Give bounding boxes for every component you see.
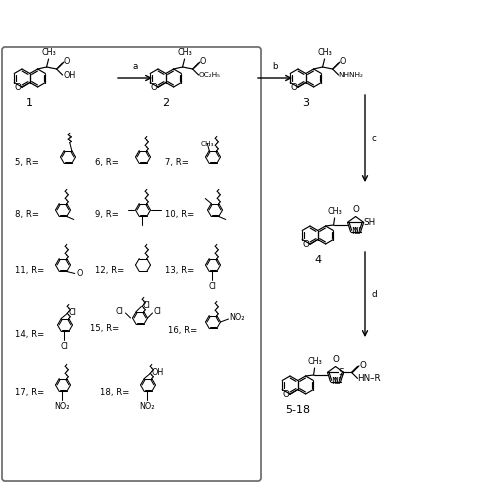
Text: Cl: Cl xyxy=(116,308,123,316)
Text: 8, R=: 8, R= xyxy=(15,210,39,220)
Text: Cl: Cl xyxy=(68,308,76,317)
Text: NO₂: NO₂ xyxy=(140,402,155,411)
Text: O: O xyxy=(290,83,297,92)
Text: 10, R=: 10, R= xyxy=(165,210,194,220)
Text: 9, R=: 9, R= xyxy=(95,210,119,220)
Text: CH₃: CH₃ xyxy=(307,357,322,366)
Text: NHNH₂: NHNH₂ xyxy=(338,72,364,78)
Text: 16, R=: 16, R= xyxy=(168,326,197,334)
Text: O: O xyxy=(200,58,206,66)
Text: b: b xyxy=(272,62,278,71)
Text: OC₂H₅: OC₂H₅ xyxy=(199,72,220,78)
Text: HN–R: HN–R xyxy=(358,374,381,383)
Text: a: a xyxy=(132,62,138,71)
Text: 5-18: 5-18 xyxy=(285,405,310,415)
Text: 13, R=: 13, R= xyxy=(165,266,194,274)
Text: O: O xyxy=(332,356,339,364)
Text: OH: OH xyxy=(63,70,76,80)
Text: O: O xyxy=(339,58,346,66)
Text: Cl: Cl xyxy=(208,282,216,292)
Text: CH₃: CH₃ xyxy=(41,48,56,57)
Text: Cl: Cl xyxy=(154,308,161,316)
Text: 5, R=: 5, R= xyxy=(15,158,39,166)
Text: c: c xyxy=(371,134,376,143)
Text: O: O xyxy=(151,83,157,92)
Text: 2: 2 xyxy=(162,98,169,108)
Text: CH₃: CH₃ xyxy=(327,207,342,216)
Text: 6, R=: 6, R= xyxy=(95,158,119,166)
Text: O: O xyxy=(360,361,367,370)
Text: 3: 3 xyxy=(302,98,309,108)
Text: CH₃: CH₃ xyxy=(317,48,332,57)
Text: SH: SH xyxy=(364,218,376,227)
Text: CH₃: CH₃ xyxy=(177,48,192,57)
Text: O: O xyxy=(303,240,309,249)
Text: NO₂: NO₂ xyxy=(55,402,70,411)
Text: N: N xyxy=(332,378,338,386)
Text: N: N xyxy=(352,228,358,236)
Text: CH₃: CH₃ xyxy=(201,140,214,146)
Text: Cl: Cl xyxy=(61,342,68,351)
Text: d: d xyxy=(371,290,376,299)
Text: O: O xyxy=(77,269,83,278)
Text: 4: 4 xyxy=(314,255,321,265)
Text: NO₂: NO₂ xyxy=(229,314,245,322)
Text: 18, R=: 18, R= xyxy=(100,388,129,398)
Text: 7, R=: 7, R= xyxy=(165,158,189,166)
Text: 15, R=: 15, R= xyxy=(90,324,119,332)
Text: 14, R=: 14, R= xyxy=(15,330,44,340)
Text: OH: OH xyxy=(151,368,163,377)
Text: 12, R=: 12, R= xyxy=(95,266,124,274)
Text: N: N xyxy=(333,378,339,386)
Text: 1: 1 xyxy=(26,98,33,108)
Text: O: O xyxy=(14,83,21,92)
Text: 11, R=: 11, R= xyxy=(15,266,44,274)
Text: S: S xyxy=(338,368,344,377)
Text: O: O xyxy=(352,206,359,214)
Text: O: O xyxy=(63,58,70,66)
Text: O: O xyxy=(282,390,289,399)
Text: 17, R=: 17, R= xyxy=(15,388,44,398)
Text: N: N xyxy=(353,228,360,236)
Text: Cl: Cl xyxy=(142,301,150,310)
